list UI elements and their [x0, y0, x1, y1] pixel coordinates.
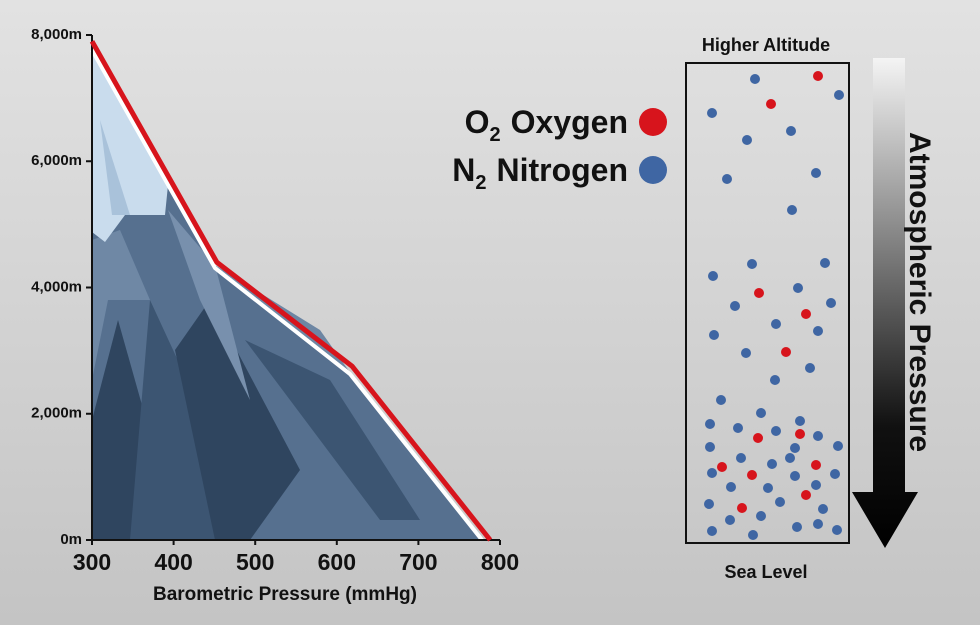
oxygen-molecule: [781, 347, 791, 357]
legend-swatch: [639, 156, 667, 184]
arrow-label: Atmospheric Pressure: [903, 132, 936, 452]
oxygen-molecule: [795, 429, 805, 439]
nitrogen-molecule: [722, 174, 732, 184]
x-tick-label: 700: [399, 549, 437, 575]
nitrogen-molecule: [733, 423, 743, 433]
y-tick-label: 8,000m: [31, 26, 82, 43]
air-column: [685, 62, 850, 544]
legend-name: Nitrogen: [496, 152, 628, 188]
top-label: Higher Altitude: [702, 35, 830, 55]
nitrogen-molecule: [767, 459, 777, 469]
nitrogen-molecule: [748, 530, 758, 540]
nitrogen-molecule: [707, 108, 717, 118]
x-tick-label: 400: [154, 549, 192, 575]
oxygen-molecule: [747, 470, 757, 480]
nitrogen-molecule: [820, 258, 830, 268]
nitrogen-molecule: [709, 330, 719, 340]
nitrogen-molecule: [792, 522, 802, 532]
legend-symbol: N: [452, 152, 475, 188]
nitrogen-molecule: [705, 442, 715, 452]
nitrogen-molecule: [756, 511, 766, 521]
pressure-line: [89, 40, 493, 542]
nitrogen-molecule: [771, 426, 781, 436]
nitrogen-molecule: [818, 504, 828, 514]
nitrogen-molecule: [834, 90, 844, 100]
legend-name: Oxygen: [511, 104, 628, 140]
nitrogen-molecule: [750, 74, 760, 84]
nitrogen-molecule: [830, 469, 840, 479]
nitrogen-molecule: [790, 443, 800, 453]
mountain: [90, 49, 484, 542]
legend-swatch: [639, 108, 667, 136]
oxygen-molecule: [754, 288, 764, 298]
y-tick-label: 2,000m: [31, 405, 82, 422]
oxygen-molecule: [801, 309, 811, 319]
x-axis-title: Barometric Pressure (mmHg): [153, 584, 417, 605]
nitrogen-molecule: [826, 298, 836, 308]
nitrogen-molecule: [736, 453, 746, 463]
nitrogen-molecule: [775, 497, 785, 507]
chart: 0m 2,000m 4,000m 6,000m 8,000m 300 400 500 600 70…: [31, 26, 519, 575]
nitrogen-molecule: [786, 126, 796, 136]
nitrogen-molecule: [707, 468, 717, 478]
molecules: [704, 71, 844, 540]
nitrogen-molecule: [708, 271, 718, 281]
legend-label: O2 Oxygen: [465, 104, 628, 146]
y-tick-label: 0m: [60, 531, 82, 548]
legend-symbol: O: [465, 104, 490, 140]
nitrogen-molecule: [730, 301, 740, 311]
nitrogen-molecule: [813, 519, 823, 529]
oxygen-molecule: [766, 99, 776, 109]
nitrogen-molecule: [833, 441, 843, 451]
nitrogen-molecule: [716, 395, 726, 405]
nitrogen-molecule: [747, 259, 757, 269]
nitrogen-molecule: [811, 480, 821, 490]
nitrogen-molecule: [741, 348, 751, 358]
nitrogen-molecule: [811, 168, 821, 178]
oxygen-molecule: [753, 433, 763, 443]
nitrogen-molecule: [770, 375, 780, 385]
nitrogen-molecule: [813, 431, 823, 441]
nitrogen-molecule: [771, 319, 781, 329]
x-tick-label: 800: [481, 549, 519, 575]
nitrogen-molecule: [790, 471, 800, 481]
nitrogen-molecule: [793, 283, 803, 293]
y-tick-label: 4,000m: [31, 278, 82, 295]
nitrogen-molecule: [785, 453, 795, 463]
nitrogen-molecule: [742, 135, 752, 145]
nitrogen-molecule: [705, 419, 715, 429]
legend-subscript: 2: [490, 124, 501, 146]
nitrogen-molecule: [707, 526, 717, 536]
nitrogen-molecule: [725, 515, 735, 525]
x-tick-label: 600: [318, 549, 356, 575]
nitrogen-molecule: [704, 499, 714, 509]
nitrogen-molecule: [813, 326, 823, 336]
nitrogen-molecule: [756, 408, 766, 418]
nitrogen-molecule: [832, 525, 842, 535]
nitrogen-molecule: [726, 482, 736, 492]
nitrogen-molecule: [805, 363, 815, 373]
legend-label: N2 Nitrogen: [452, 152, 628, 194]
oxygen-molecule: [801, 490, 811, 500]
y-tick-label: 6,000m: [31, 152, 82, 169]
legend-subscript: 2: [475, 172, 486, 194]
oxygen-molecule: [813, 71, 823, 81]
nitrogen-molecule: [795, 416, 805, 426]
oxygen-molecule: [811, 460, 821, 470]
nitrogen-molecule: [763, 483, 773, 493]
x-tick-label: 500: [236, 549, 274, 575]
oxygen-molecule: [737, 503, 747, 513]
bottom-label: Sea Level: [724, 562, 807, 582]
nitrogen-molecule: [787, 205, 797, 215]
oxygen-molecule: [717, 462, 727, 472]
pressure-arrow: [852, 58, 918, 548]
x-tick-label: 300: [73, 549, 111, 575]
